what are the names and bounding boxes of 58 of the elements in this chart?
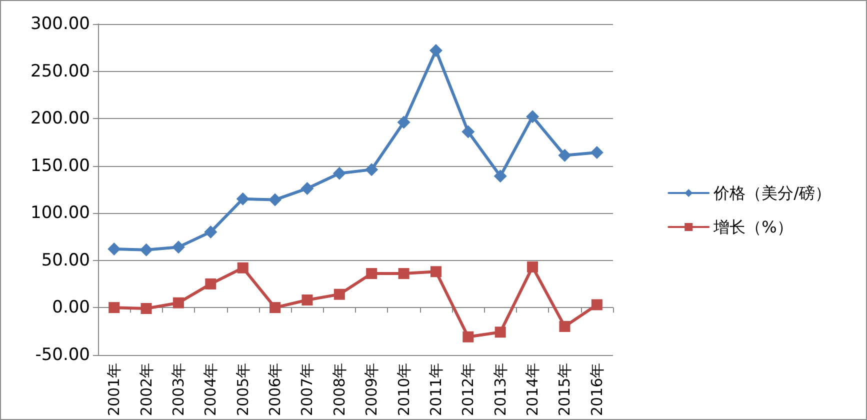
point	[334, 288, 345, 300]
y-tick-label: 150.00	[30, 156, 90, 176]
point	[236, 192, 250, 206]
y-tick-label: 100.00	[30, 203, 90, 224]
point	[397, 116, 410, 129]
legend-label: 价格（美分/磅）	[712, 184, 831, 202]
x-tick-label: 2014年	[524, 362, 542, 416]
point	[204, 225, 218, 238]
point	[270, 302, 281, 314]
point	[172, 297, 184, 308]
legend-label: 增长（%）	[712, 218, 793, 236]
x-tick-label: 2008年	[330, 362, 348, 416]
point	[140, 303, 152, 314]
y-tick-label: 250.00	[30, 61, 90, 82]
point	[462, 125, 475, 138]
point	[300, 182, 314, 195]
x-tick-label: 2003年	[169, 362, 188, 416]
point	[494, 326, 506, 338]
point	[430, 266, 442, 278]
x-tick-label: 2009年	[362, 362, 381, 416]
x-tick-label: 2002年	[137, 362, 156, 416]
point	[398, 268, 410, 280]
point	[332, 166, 346, 180]
x-tick-label: 2015年	[556, 362, 574, 416]
point	[526, 110, 540, 124]
point	[108, 302, 120, 314]
point	[302, 294, 313, 306]
x-tick-label: 2005年	[234, 362, 252, 416]
x-tick-label: 2010年	[394, 362, 413, 416]
x-tick-label: 2013年	[491, 362, 510, 416]
x-tick-label: 2007年	[298, 362, 316, 416]
y-tick-label: 0.00	[52, 298, 90, 318]
point	[590, 146, 604, 160]
x-tick-label: 2001年	[105, 362, 124, 416]
point	[140, 243, 153, 256]
point	[108, 242, 121, 256]
point	[172, 240, 185, 254]
point	[527, 261, 538, 272]
y-tick-label: -50.00	[35, 344, 90, 365]
x-tick-label: 2016年	[588, 362, 606, 416]
x-tick-label: 2004年	[202, 362, 220, 416]
y-tick-label: 50.00	[41, 250, 90, 270]
x-tick-label: 2012年	[459, 362, 478, 416]
point	[462, 331, 474, 342]
y-tick-label: 200.00	[30, 108, 90, 129]
point	[494, 170, 507, 183]
point	[205, 278, 216, 290]
point	[591, 299, 602, 310]
x-tick-label: 2011年	[426, 362, 445, 416]
point	[237, 262, 248, 274]
point	[365, 163, 378, 176]
y-tick-label: 300.00	[30, 14, 90, 34]
point	[429, 44, 442, 57]
point	[558, 148, 572, 162]
point	[268, 193, 282, 206]
x-tick-label: 2006年	[266, 362, 284, 416]
point	[366, 268, 378, 280]
point	[559, 320, 570, 332]
